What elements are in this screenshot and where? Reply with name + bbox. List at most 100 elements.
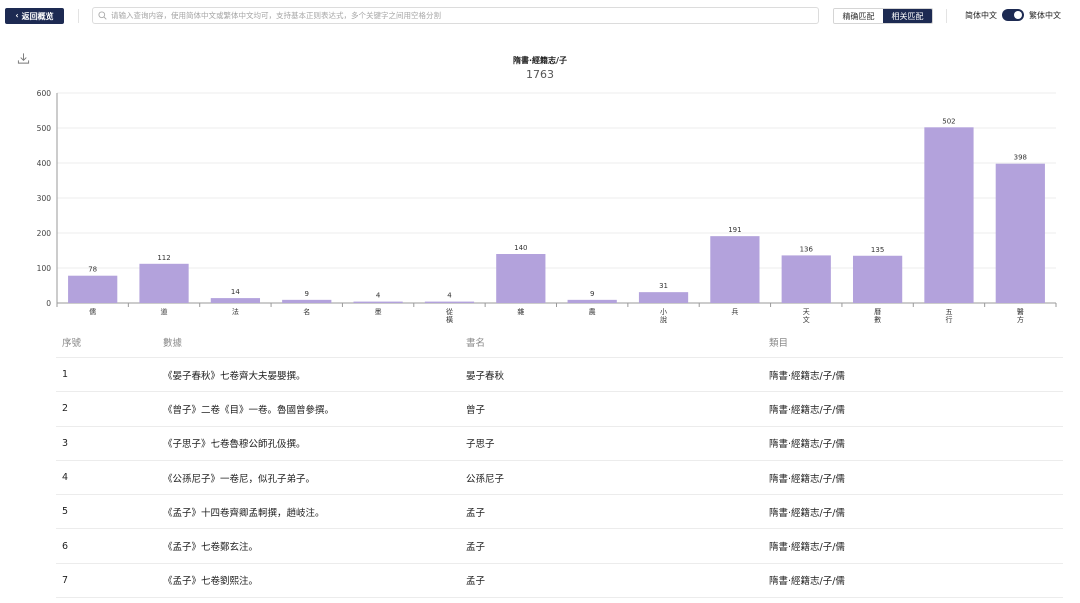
- cell-book: 孟子: [466, 507, 486, 519]
- cell-data: 《曾子》二卷《目》一卷。魯國曾參撰。: [163, 404, 335, 416]
- bar-value-label: 14: [231, 288, 240, 296]
- language-switch: 简体中文 繁体中文: [965, 9, 1061, 21]
- bar: [68, 275, 118, 303]
- back-to-overview-button[interactable]: ‹ 返回概览: [5, 8, 64, 24]
- cell-data: 《晏子春秋》七卷齊大夫晏嬰撰。: [163, 370, 306, 382]
- x-tick-label: 數: [874, 315, 881, 324]
- divider: [78, 9, 79, 23]
- cell-category: 隋書·經籍志/子/儒: [769, 404, 845, 416]
- bar-value-label: 136: [800, 245, 814, 253]
- cell-book: 公孫尼子: [466, 473, 505, 485]
- cell-index: 6: [62, 540, 69, 552]
- bar: [353, 301, 403, 303]
- chart-title: 隋書·經籍志/子: [513, 56, 567, 65]
- bar: [496, 254, 546, 303]
- bar-value-label: 112: [157, 254, 170, 262]
- x-tick-label: 從: [446, 307, 453, 316]
- bar-value-label: 4: [376, 292, 381, 300]
- match-mode-toggle: 精确匹配 相关匹配: [833, 8, 933, 24]
- header-data: 數據: [163, 338, 183, 349]
- y-tick-label: 400: [37, 159, 52, 168]
- x-tick-label: 道: [161, 307, 168, 316]
- cell-book: 孟子: [466, 542, 486, 554]
- bar-value-label: 31: [659, 282, 668, 290]
- traditional-chinese-label: 繁体中文: [1029, 10, 1061, 20]
- search-icon: [98, 11, 107, 20]
- cell-book: 孟子: [466, 576, 486, 588]
- bar: [282, 299, 332, 303]
- cell-category: 隋書·經籍志/子/儒: [769, 542, 845, 554]
- cell-index: 5: [62, 506, 69, 518]
- divider: [946, 9, 947, 23]
- toggle-knob: [1014, 11, 1022, 19]
- x-tick-label: 醫: [1017, 308, 1024, 316]
- bar-chart: 0 100 200 300 400 500 600 78 儒 112 道 14 法 9 名 4 墨 4 從橫 140 雜…: [37, 89, 1057, 324]
- x-tick-label: 兵: [731, 307, 738, 316]
- exact-match-button[interactable]: 精确匹配: [834, 9, 883, 23]
- bar-value-label: 4: [447, 292, 452, 300]
- language-toggle[interactable]: [1002, 9, 1024, 21]
- y-tick-label: 200: [37, 229, 52, 238]
- bar-value-label: 9: [590, 290, 594, 298]
- cell-index: 7: [62, 574, 69, 586]
- x-tick-label: 雜: [517, 307, 524, 316]
- table-row[interactable]: 5 《孟子》十四卷齊卿孟軻撰，趙岐注。 孟子 隋書·經籍志/子/儒: [56, 495, 1063, 530]
- cell-data: 《公孫尼子》一卷尼，似孔子弟子。: [163, 473, 316, 485]
- cell-category: 隋書·經籍志/子/儒: [769, 370, 845, 382]
- cell-index: 3: [62, 437, 69, 449]
- y-tick-label: 600: [37, 89, 52, 98]
- bar-value-label: 9: [305, 290, 309, 298]
- table-row[interactable]: 1 《晏子春秋》七卷齊大夫晏嬰撰。 晏子春秋 隋書·經籍志/子/儒: [56, 358, 1063, 393]
- cell-index: 2: [62, 403, 69, 415]
- search-input[interactable]: [111, 11, 801, 20]
- header-index: 序號: [62, 338, 82, 349]
- bar: [924, 127, 974, 303]
- x-tick-label: 農: [589, 307, 596, 316]
- table-row[interactable]: 7 《孟子》七卷劉熙注。 孟子 隋書·經籍志/子/儒: [56, 564, 1063, 599]
- simplified-chinese-label: 简体中文: [965, 10, 997, 20]
- x-tick-label: 橫: [446, 315, 453, 324]
- x-tick-label: 曆: [874, 308, 881, 316]
- bar: [210, 298, 261, 303]
- bar-value-label: 398: [1014, 154, 1027, 162]
- cell-category: 隋書·經籍志/子/儒: [769, 576, 845, 588]
- cell-book: 子思子: [466, 439, 495, 451]
- bar: [567, 299, 617, 303]
- x-tick-label: 名: [303, 307, 310, 316]
- bar: [424, 301, 475, 303]
- table-row[interactable]: 4 《公孫尼子》一卷尼，似孔子弟子。 公孫尼子 隋書·經籍志/子/儒: [56, 461, 1063, 496]
- table-row[interactable]: 2 《曾子》二卷《目》一卷。魯國曾參撰。 曾子 隋書·經籍志/子/儒: [56, 392, 1063, 427]
- x-tick-label: 行: [945, 315, 952, 324]
- x-tick-label: 文: [803, 315, 810, 324]
- search-box[interactable]: [92, 7, 819, 24]
- cell-book: 曾子: [466, 404, 486, 416]
- bar: [852, 255, 903, 303]
- bar: [781, 255, 831, 303]
- y-tick-label: 100: [37, 264, 52, 273]
- bar-value-label: 135: [871, 246, 884, 254]
- download-icon[interactable]: [17, 52, 30, 65]
- results-table: 序號 數據 書名 類目 1 《晏子春秋》七卷齊大夫晏嬰撰。 晏子春秋 隋書·經籍…: [56, 327, 1063, 599]
- cell-index: 4: [62, 472, 69, 484]
- x-tick-label: 小: [660, 307, 667, 316]
- bar: [139, 263, 189, 303]
- cell-book: 晏子春秋: [466, 370, 505, 382]
- related-match-button[interactable]: 相关匹配: [883, 9, 932, 23]
- x-tick-label: 天: [803, 308, 810, 316]
- x-tick-label: 說: [660, 315, 667, 324]
- chevron-left-icon: ‹: [15, 11, 19, 20]
- top-bar: ‹ 返回概览 精确匹配 相关匹配 简体中文 繁体中文: [0, 0, 1080, 33]
- bar: [995, 163, 1045, 303]
- y-tick-label: 500: [37, 124, 52, 133]
- cell-category: 隋書·經籍志/子/儒: [769, 439, 845, 451]
- table-row[interactable]: 3 《子思子》七卷魯穆公師孔伋撰。 子思子 隋書·經籍志/子/儒: [56, 427, 1063, 461]
- table-row[interactable]: 6 《孟子》七卷鄭玄注。 孟子 隋書·經籍志/子/儒: [56, 529, 1063, 564]
- cell-data: 《孟子》十四卷齊卿孟軻撰，趙岐注。: [163, 507, 325, 519]
- x-tick-label: 儒: [89, 307, 96, 316]
- x-tick-label: 法: [232, 307, 239, 316]
- y-tick-label: 0: [46, 299, 51, 308]
- cell-category: 隋書·經籍志/子/儒: [769, 473, 845, 485]
- y-tick-label: 300: [37, 194, 52, 203]
- x-tick-label: 五: [945, 308, 952, 316]
- chart-total: 1763: [526, 68, 554, 81]
